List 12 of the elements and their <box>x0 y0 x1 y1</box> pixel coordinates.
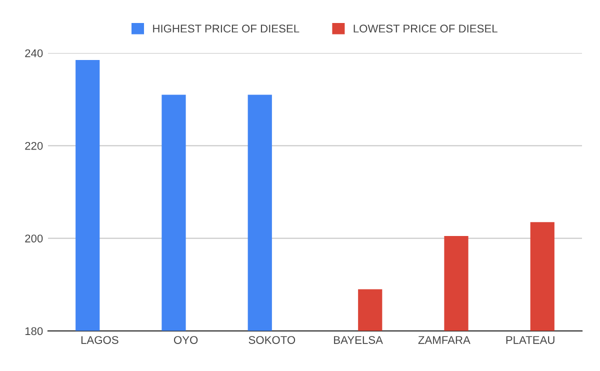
x-tick-label: BAYELSA <box>334 336 383 344</box>
x-tick-label: ZAMFARA <box>418 336 470 344</box>
y-tick-label: 200 <box>25 234 43 242</box>
x-tick-label: SOKOTO <box>248 336 296 344</box>
x-tick-label: OYO <box>174 336 198 344</box>
x-tick-label: LAGOS <box>81 336 118 344</box>
x-tick-label: PLATEAU <box>506 336 554 344</box>
y-tick-label: 180 <box>25 327 43 336</box>
y-tick-label: 220 <box>25 142 43 150</box>
legend-label: LOWEST PRICE OF DIESEL <box>354 24 498 33</box>
legend-label: HIGHEST PRICE OF DIESEL <box>153 24 300 33</box>
y-tick-label: 240 <box>25 49 43 58</box>
